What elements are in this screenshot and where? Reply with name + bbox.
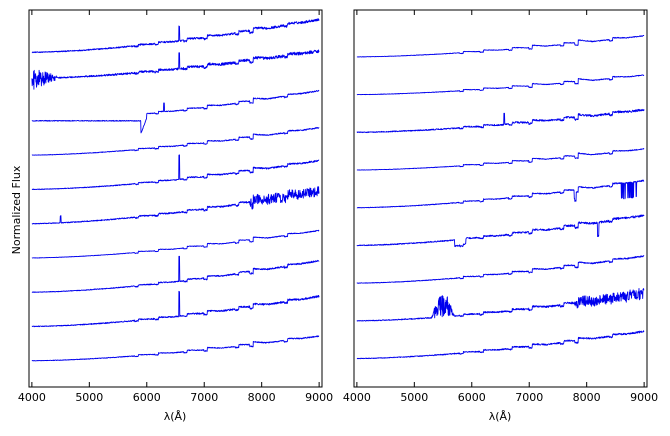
spectrum-line-4 — [356, 148, 645, 171]
x-tick-label: 7000 — [190, 391, 218, 404]
spectrum-line-1 — [31, 17, 320, 54]
plot-frame — [353, 9, 648, 388]
spectrum-line-8 — [31, 255, 320, 293]
x-tick-label: 9000 — [630, 391, 658, 404]
spectrum-line-5 — [31, 154, 320, 191]
spectrum-line-7 — [356, 255, 645, 284]
spectrum-line-10 — [31, 335, 320, 362]
x-axis-label-right: λ(Å) — [489, 410, 512, 423]
x-tick-label: 4000 — [343, 391, 371, 404]
x-axis-label-left: λ(Å) — [164, 410, 187, 423]
spectrum-line-9 — [31, 290, 320, 328]
y-axis-label: Normalized Flux — [10, 165, 23, 254]
spectrum-line-3 — [31, 89, 320, 134]
spectrum-line-4 — [31, 126, 320, 156]
x-tick-label: 5000 — [400, 391, 428, 404]
spectrum-line-6 — [356, 214, 645, 248]
spectrum-line-2 — [356, 74, 645, 96]
spectrum-line-9 — [356, 330, 645, 360]
panel-right: 4000 5000 6000 7000 8000 9000 — [343, 9, 658, 404]
plot-frame — [28, 9, 323, 388]
x-tick-label: 8000 — [573, 391, 601, 404]
spectrum-line-8 — [356, 288, 645, 322]
x-tick-label: 5000 — [75, 391, 103, 404]
spectrum-line-6 — [31, 186, 320, 225]
x-tick-label: 7000 — [515, 391, 543, 404]
x-tick-label: 4000 — [18, 391, 46, 404]
x-tick-label: 6000 — [458, 391, 486, 404]
spectrum-line-1 — [356, 34, 645, 58]
x-tick-label: 6000 — [133, 391, 161, 404]
x-tick-label: 9000 — [305, 391, 333, 404]
panel-left: 4000 5000 6000 7000 8000 9000 — [18, 9, 333, 404]
x-tick-label: 8000 — [248, 391, 276, 404]
spectrum-line-2 — [31, 49, 320, 90]
spectrum-line-5 — [356, 179, 645, 209]
spectrum-line-7 — [31, 229, 320, 259]
spectrum-line-3 — [356, 108, 645, 134]
